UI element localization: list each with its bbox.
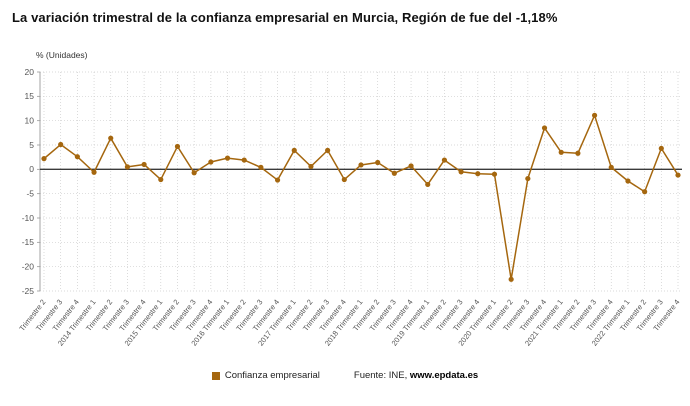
source-link[interactable]: www.epdata.es (409, 370, 479, 381)
data-point (341, 176, 347, 183)
y-tick-label: 5 (29, 140, 34, 150)
data-point (425, 181, 431, 188)
y-tick-label: -15 (22, 237, 35, 247)
data-point (241, 157, 247, 163)
chart-area: 20 15 10 5 0 -5 -10 -15 -20 -25 Trimestre 2 Trimest… (0, 62, 690, 362)
legend-item-confianza: Confianza empresarial (211, 370, 320, 381)
legend-label: Confianza empresarial (224, 370, 320, 381)
data-point (375, 159, 381, 166)
y-tick-label: -5 (26, 188, 34, 198)
data-point (274, 177, 281, 183)
data-point (258, 164, 264, 170)
data-point (675, 172, 681, 178)
data-point (475, 171, 481, 177)
data-point (41, 156, 47, 162)
chart-title: La variación trimestral de la confianza … (12, 10, 558, 25)
data-point (124, 164, 131, 170)
data-point (74, 154, 80, 160)
data-point (358, 162, 364, 168)
data-point (58, 141, 64, 148)
data-point (541, 125, 548, 131)
chart-footer: Confianza empresarial Fuente: INE, www.e… (0, 370, 690, 381)
data-point (191, 170, 197, 176)
data-point (325, 147, 331, 153)
y-axis-unit-label: % (Unidades) (36, 50, 88, 60)
data-point (441, 157, 448, 163)
data-point (91, 169, 97, 175)
data-point (141, 161, 147, 168)
data-point (108, 135, 114, 141)
data-point (608, 164, 614, 170)
data-point (308, 163, 314, 170)
y-tick-label: 0 (29, 164, 34, 174)
y-tick-label: -20 (22, 261, 35, 271)
data-point (575, 150, 581, 156)
data-point (174, 143, 181, 150)
data-point (491, 171, 498, 177)
data-point (658, 145, 664, 152)
data-point (408, 163, 414, 169)
data-point (391, 170, 397, 176)
y-tick-label: -25 (22, 286, 35, 296)
y-tick-label: 20 (25, 67, 35, 77)
data-point (291, 147, 297, 153)
y-tick-label: 15 (25, 91, 35, 101)
y-tick-label: 10 (25, 115, 35, 125)
data-point (208, 159, 214, 165)
source-prefix: Fuente: INE, (353, 370, 410, 381)
data-point (458, 169, 464, 175)
data-point (508, 276, 514, 282)
data-line (43, 114, 679, 281)
data-point (525, 175, 531, 182)
source-text: Fuente: INE, www.epdata.es (354, 370, 478, 381)
data-point (625, 178, 631, 184)
data-point (224, 155, 231, 161)
data-point (642, 189, 648, 195)
data-point (558, 149, 564, 155)
data-point (158, 176, 164, 183)
y-tick-label: -10 (22, 213, 35, 223)
legend-swatch (211, 371, 220, 380)
data-point (591, 112, 598, 118)
